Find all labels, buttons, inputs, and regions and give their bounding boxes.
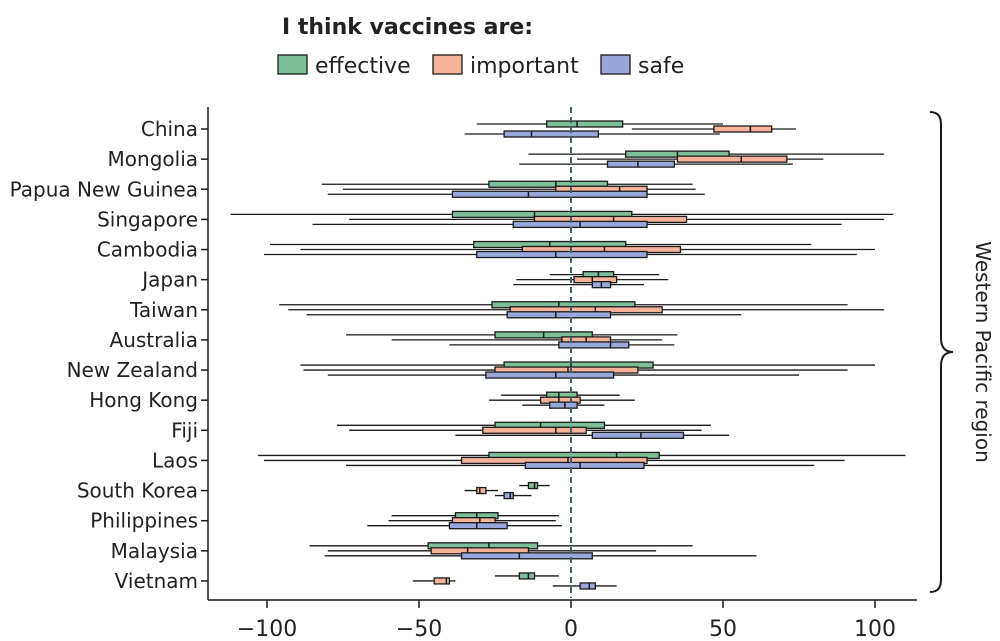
iqr-box xyxy=(488,180,609,188)
x-tick-label: −50 xyxy=(396,617,442,641)
iqr-box xyxy=(527,481,539,490)
box-safe xyxy=(327,190,705,198)
legend-swatch-important xyxy=(432,54,463,75)
iqr-box xyxy=(606,160,676,168)
iqr-box xyxy=(476,250,648,259)
box-safe xyxy=(324,552,757,560)
category-label: South Korea xyxy=(77,479,198,503)
box-effective xyxy=(519,481,550,490)
box-safe xyxy=(263,250,857,259)
legend-swatch-effective xyxy=(277,54,308,75)
box-safe xyxy=(552,582,617,590)
legend: I think vaccines are: effective importan… xyxy=(277,15,684,79)
category-label: Cambodia xyxy=(97,238,198,262)
iqr-box xyxy=(549,401,578,409)
legend-label-effective: effective xyxy=(315,54,411,79)
iqr-box xyxy=(524,461,645,470)
iqr-box xyxy=(713,125,773,133)
category-label: Hong Kong xyxy=(89,388,198,412)
x-tick-label: 100 xyxy=(854,617,896,641)
iqr-box xyxy=(476,486,487,495)
iqr-box xyxy=(460,552,593,560)
box-safe xyxy=(449,341,675,349)
legend-title: I think vaccines are: xyxy=(282,15,533,40)
category-label: Fiji xyxy=(171,418,198,442)
iqr-box xyxy=(503,491,514,500)
category-label: Malaysia xyxy=(111,539,198,563)
category-label: New Zealand xyxy=(67,358,198,382)
box-important xyxy=(412,577,456,585)
iqr-box xyxy=(503,130,600,138)
iqr-box xyxy=(482,426,587,434)
box-safe xyxy=(312,220,842,229)
iqr-box xyxy=(448,522,508,530)
category-label: Australia xyxy=(110,328,198,352)
box-safe xyxy=(495,491,532,500)
legend-swatch-safe xyxy=(600,54,631,75)
box-important xyxy=(349,426,702,434)
box-important xyxy=(577,155,824,163)
iqr-box xyxy=(506,311,612,319)
category-label: Vietnam xyxy=(115,569,198,593)
box-effective xyxy=(346,331,678,339)
y-axis-labels: China Mongolia Papua New Guinea Singapore Ca… xyxy=(10,117,208,593)
category-label: Japan xyxy=(140,268,198,292)
category-label: Philippines xyxy=(90,509,198,533)
group-brace xyxy=(929,111,954,593)
boxplot-marks xyxy=(230,120,906,590)
iqr-box xyxy=(591,431,685,439)
category-label: Papua New Guinea xyxy=(10,177,198,201)
box-safe xyxy=(464,130,720,138)
category-label: China xyxy=(141,117,198,141)
x-tick-label: −100 xyxy=(237,617,297,641)
category-label: Laos xyxy=(152,448,198,472)
iqr-box xyxy=(546,120,624,128)
box-safe xyxy=(306,311,742,319)
box-safe xyxy=(513,280,644,289)
x-axis-ticks: −100 −50 0 50 100 xyxy=(237,600,896,641)
group-label: Western Pacific region xyxy=(971,241,995,463)
iqr-box xyxy=(676,155,788,163)
box-important xyxy=(631,125,796,133)
box-safe xyxy=(522,401,605,409)
box-safe xyxy=(455,431,730,439)
category-label: Singapore xyxy=(97,207,198,231)
box-important xyxy=(464,486,499,495)
box-safe xyxy=(367,522,562,530)
iqr-box xyxy=(433,577,451,585)
iqr-box xyxy=(451,190,648,198)
category-label: Taiwan xyxy=(129,298,198,322)
box-safe xyxy=(519,160,793,168)
box-effective xyxy=(476,120,723,128)
category-label: Mongolia xyxy=(108,147,198,171)
iqr-box xyxy=(485,371,615,379)
legend-label-important: important xyxy=(470,54,579,79)
x-tick-label: 50 xyxy=(709,617,737,641)
box-safe xyxy=(327,371,799,379)
box-safe xyxy=(346,461,815,470)
iqr-box xyxy=(558,341,630,349)
legend-label-safe: safe xyxy=(638,54,684,79)
x-tick-label: 0 xyxy=(564,617,578,641)
iqr-box xyxy=(518,572,536,580)
box-effective xyxy=(495,572,559,580)
iqr-box xyxy=(579,582,596,590)
